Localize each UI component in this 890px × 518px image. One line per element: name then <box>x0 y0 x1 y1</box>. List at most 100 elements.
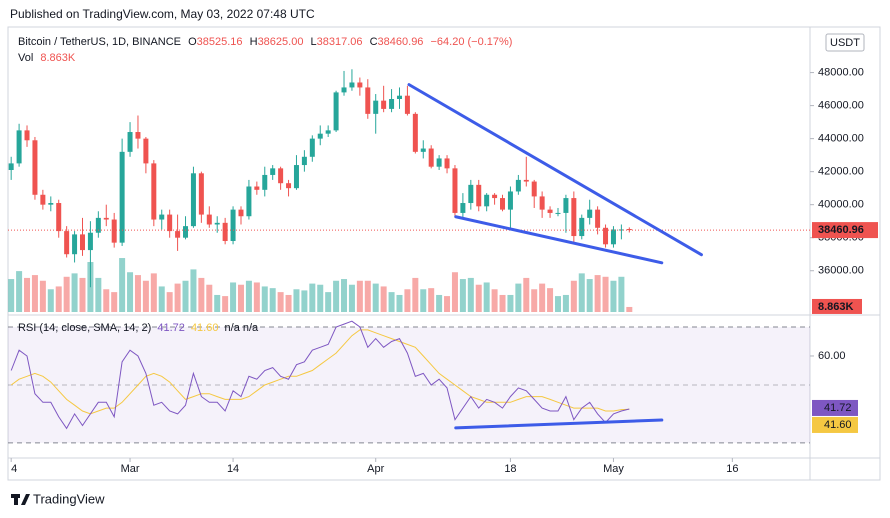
candle-body <box>56 203 62 232</box>
volume-bar <box>507 294 514 312</box>
trendline <box>454 418 664 430</box>
last-price-label: 38460.96 <box>818 224 864 236</box>
volume-bar <box>230 282 237 312</box>
o: 38525.16 <box>197 36 243 48</box>
value-badge-label: 41.60 <box>824 419 852 431</box>
candle-body <box>436 158 442 167</box>
candle-body <box>198 173 204 215</box>
volume-bar <box>317 284 324 312</box>
candle-body <box>515 179 521 192</box>
x-tick-label: 14 <box>227 463 239 475</box>
volume-bar <box>396 294 403 312</box>
sma-value: 41.60 <box>191 322 219 334</box>
rsi-title: RSI (14, close, SMA, 14, 2) <box>18 322 151 334</box>
candle-body <box>420 148 426 152</box>
volume-bar <box>578 273 585 312</box>
volume-bar <box>39 280 46 312</box>
volume-bar <box>562 294 569 312</box>
volume-bar <box>475 284 482 312</box>
volume-bar <box>539 283 546 312</box>
candle-body <box>539 196 545 210</box>
volume-bar <box>24 277 31 312</box>
last-price-badge <box>812 222 878 239</box>
candle-body <box>468 184 474 204</box>
candle-body <box>175 231 181 238</box>
frame <box>7 26 881 481</box>
volume-bar <box>356 280 363 312</box>
change: −64.20 (−0.17%) <box>431 36 513 48</box>
candle-body <box>563 198 569 213</box>
volume-bar <box>618 276 625 312</box>
candle-body <box>159 214 165 220</box>
candle-body <box>507 191 513 210</box>
volume-bar <box>428 288 435 312</box>
na: n/a n/a <box>225 322 260 334</box>
o-key: O <box>188 36 197 48</box>
volume-bar <box>436 294 443 312</box>
volume-bar <box>610 280 617 312</box>
x-tick-label: 4 <box>11 463 17 475</box>
volume-bar <box>594 275 601 312</box>
candle-body <box>167 214 173 232</box>
value-badge-label: 41.72 <box>824 402 852 414</box>
candle-body <box>484 194 490 207</box>
volume-bar <box>404 289 411 312</box>
candle-body <box>79 234 85 251</box>
candle-body <box>222 222 228 241</box>
candle-body <box>452 168 458 213</box>
vol-legend: Vol 8.863K <box>18 52 76 64</box>
published: Published on TradingView.com, May 03, 20… <box>10 7 315 21</box>
volume-bar <box>626 306 633 312</box>
candle-body <box>341 87 347 93</box>
candle-body <box>349 82 355 88</box>
volume-bar <box>16 271 23 312</box>
volume-bar <box>103 289 110 312</box>
volume-bar <box>134 275 141 312</box>
candle-body <box>87 232 93 251</box>
volume-bar <box>127 272 134 312</box>
x-tick-label: May <box>603 463 624 475</box>
volume-bar <box>602 276 609 312</box>
volume-bar <box>47 289 54 312</box>
symbol: Bitcoin / TetherUS, 1D, BINANCE <box>18 36 181 48</box>
candle-body <box>72 234 78 255</box>
candle-body <box>603 227 609 245</box>
currency-badge[interactable] <box>825 33 865 52</box>
trendline <box>407 83 703 257</box>
candle-body <box>230 209 236 241</box>
volume-bar <box>531 289 538 312</box>
volume-bar <box>222 296 229 312</box>
plot: 4Mar14Apr18May1636000.0038000.0040000.00… <box>8 66 878 475</box>
volume-bar <box>372 283 379 312</box>
volume-bar <box>523 277 530 312</box>
candle-body <box>500 198 506 210</box>
candle-body <box>492 194 498 199</box>
x-tick-label: Apr <box>367 463 384 475</box>
volume-bar <box>570 280 577 312</box>
candle-body <box>389 99 395 109</box>
candle-body <box>246 186 252 217</box>
candle-body <box>127 132 133 152</box>
rsi-legend: RSI (14, close, SMA, 14, 2) 41.72 41.60 … <box>18 322 259 334</box>
candle-body <box>547 209 553 213</box>
candle-body <box>365 87 371 114</box>
volume-bar <box>261 286 268 312</box>
currency[interactable]: USDT <box>830 37 860 49</box>
candle-body <box>190 173 196 227</box>
candle-body <box>460 203 466 213</box>
vol-key: Vol <box>18 52 33 64</box>
volume-bar <box>142 280 149 312</box>
rsi-line <box>10 320 630 430</box>
candle-body <box>135 132 141 139</box>
y-tick-label: 44000.00 <box>818 133 864 145</box>
candle-body <box>476 184 482 207</box>
candle-body <box>143 138 149 164</box>
y-tick-label: 60.00 <box>818 350 846 362</box>
volume-bar <box>451 272 458 312</box>
y-tick-label: 48000.00 <box>818 66 864 78</box>
candle-body <box>64 231 70 255</box>
candle-body <box>428 148 434 167</box>
volume-bar <box>190 269 197 312</box>
volume-bar <box>55 286 62 312</box>
